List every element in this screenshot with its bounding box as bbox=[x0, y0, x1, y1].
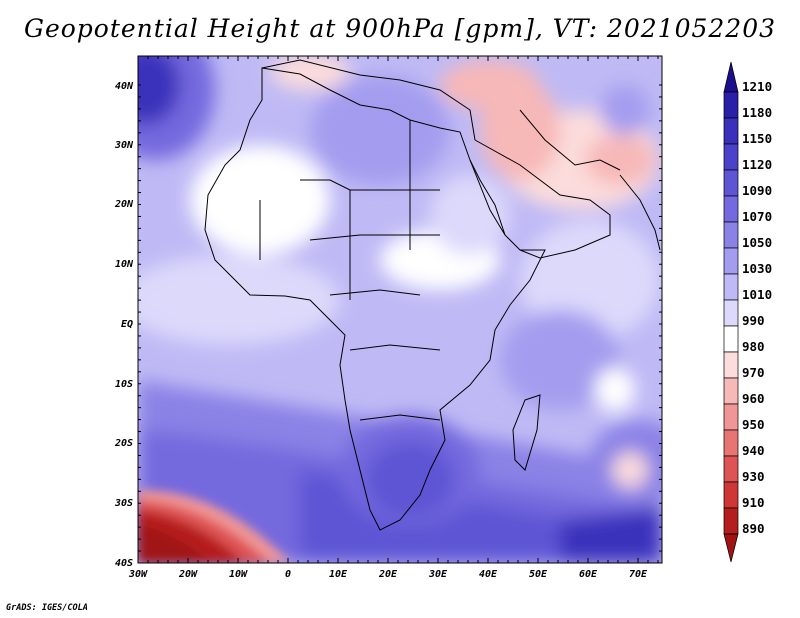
colorbar-segment bbox=[723, 195, 739, 223]
arabia-coast bbox=[474, 139, 611, 259]
india-coast bbox=[619, 174, 661, 251]
madagascar bbox=[512, 394, 541, 471]
lon-label: 20E bbox=[378, 569, 398, 580]
colorbar-label: 1010 bbox=[742, 287, 772, 302]
lon-label: 10W bbox=[229, 569, 248, 580]
lat-label: 20N bbox=[114, 199, 134, 210]
lon-label: 30E bbox=[428, 569, 448, 580]
colorbar-segment bbox=[723, 377, 739, 405]
colorbar-segment bbox=[723, 481, 739, 509]
colorbar-label: 960 bbox=[742, 391, 765, 406]
lon-label: 30W bbox=[128, 569, 148, 580]
axis-ticks bbox=[137, 56, 662, 564]
colorbar-label: 1050 bbox=[742, 235, 772, 250]
latitude-labels: 40N 30N 20N 10N EQ 10S 20S 30S 40S bbox=[114, 81, 134, 569]
colorbar-segment bbox=[723, 429, 739, 457]
colorbar-segment bbox=[723, 169, 739, 197]
lon-label: 70E bbox=[629, 569, 648, 580]
lon-label: 50E bbox=[529, 569, 548, 580]
colorbar-segment bbox=[723, 403, 739, 431]
lat-label: 40S bbox=[115, 558, 133, 569]
colorbar-labels: 1210 1180 1150 1120 1090 1070 1050 1030 … bbox=[742, 79, 772, 536]
colorbar-label: 930 bbox=[742, 469, 765, 484]
colorbar-label: 1070 bbox=[742, 209, 772, 224]
lat-label: 10S bbox=[115, 379, 133, 390]
colorbar-segment bbox=[723, 507, 739, 535]
lon-label: 20W bbox=[178, 569, 198, 580]
colorbar-top-arrow bbox=[723, 61, 739, 93]
geopotential-height-field bbox=[138, 56, 662, 563]
colorbar-segment bbox=[723, 221, 739, 249]
colorbar-label: 1150 bbox=[742, 131, 772, 146]
colorbar-label: 990 bbox=[742, 313, 765, 328]
lon-label: 40E bbox=[479, 569, 498, 580]
colorbar-segment bbox=[723, 247, 739, 275]
colorbar-segment bbox=[723, 299, 739, 327]
colorbar-label: 1210 bbox=[742, 79, 772, 94]
longitude-labels: 30W 20W 10W 0 10E 20E 30E 40E 50E 60E 70… bbox=[128, 569, 648, 580]
lat-label: 30N bbox=[114, 140, 134, 151]
mediterranean bbox=[261, 59, 476, 141]
grads-credit: GrADS: IGES/COLA bbox=[6, 603, 88, 613]
colorbar-segments bbox=[723, 61, 739, 563]
colorbar-segment bbox=[723, 117, 739, 145]
red-sea bbox=[469, 159, 506, 236]
colorbar-label: 890 bbox=[742, 521, 765, 536]
colorbar-segment bbox=[723, 325, 739, 353]
lon-label: 10E bbox=[329, 569, 348, 580]
colorbar-label: 1180 bbox=[742, 105, 772, 120]
lon-label: 60E bbox=[579, 569, 598, 580]
colorbar-label: 970 bbox=[742, 365, 765, 380]
lon-label: 0 bbox=[285, 569, 291, 580]
colorbar-segment bbox=[723, 273, 739, 301]
colorbar-label: 950 bbox=[742, 417, 765, 432]
colorbar-label: 1120 bbox=[742, 157, 772, 172]
colorbar-label: 940 bbox=[742, 443, 765, 458]
lat-label: EQ bbox=[121, 319, 133, 330]
coastlines bbox=[204, 59, 661, 531]
colorbar: 1210 1180 1150 1120 1090 1070 1050 1030 … bbox=[723, 61, 772, 563]
plot-frame bbox=[137, 55, 663, 564]
colorbar-label: 980 bbox=[742, 339, 765, 354]
lat-label: 10N bbox=[115, 259, 134, 270]
colorbar-segment bbox=[723, 351, 739, 379]
africa-coast bbox=[204, 67, 546, 531]
colorbar-label: 910 bbox=[742, 495, 765, 510]
internal-borders bbox=[259, 120, 441, 421]
map-title: Geopotential Height at 900hPa [gpm], VT:… bbox=[23, 14, 777, 43]
colorbar-bottom-arrow bbox=[723, 533, 739, 563]
colorbar-segment bbox=[723, 143, 739, 171]
lat-label: 30S bbox=[114, 498, 133, 509]
lat-label: 20S bbox=[114, 438, 133, 449]
colorbar-label: 1030 bbox=[742, 261, 772, 276]
colorbar-label: 1090 bbox=[742, 183, 772, 198]
persian-gulf bbox=[519, 109, 621, 171]
lat-label: 40N bbox=[115, 81, 134, 92]
colorbar-segment bbox=[723, 455, 739, 483]
colorbar-segment bbox=[723, 91, 739, 119]
